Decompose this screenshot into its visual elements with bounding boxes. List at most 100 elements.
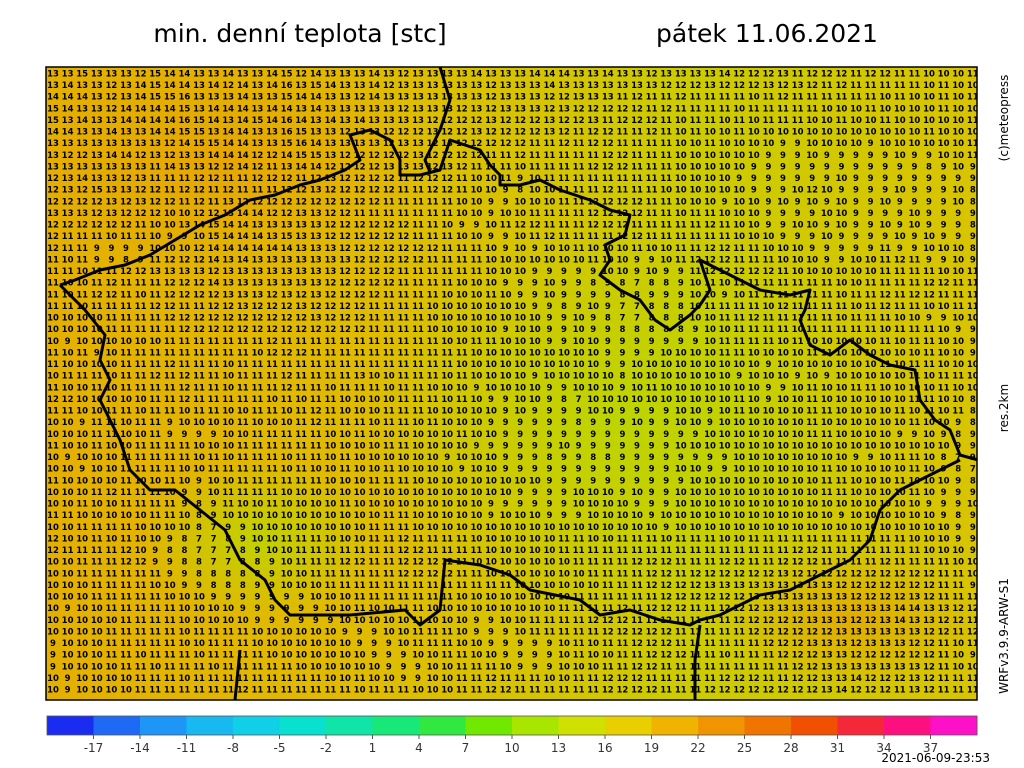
grid-value: 12 — [222, 81, 234, 91]
grid-value: 12 — [908, 651, 920, 661]
grid-value: 10 — [456, 418, 468, 428]
colorbar-tick-label: 4 — [415, 741, 423, 755]
grid-value: 10 — [76, 383, 88, 393]
grid-value: 12 — [806, 81, 818, 91]
grid-value: 13 — [208, 70, 220, 80]
grid-value: 11 — [879, 81, 891, 91]
grid-value: 10 — [514, 302, 526, 312]
grid-value: 10 — [149, 662, 161, 672]
grid-value: 9 — [955, 232, 961, 242]
grid-value: 13 — [339, 104, 351, 114]
grid-value: 9 — [765, 221, 771, 231]
grid-value: 11 — [91, 546, 103, 556]
grid-value: 11 — [251, 383, 263, 393]
grid-value: 11 — [456, 581, 468, 591]
grid-value: 12 — [733, 569, 745, 579]
grid-value: 9 — [65, 604, 71, 614]
grid-value: 12 — [733, 616, 745, 626]
grid-value: 12 — [354, 244, 366, 254]
grid-value: 10 — [485, 546, 497, 556]
grid-value: 9 — [152, 546, 158, 556]
grid-value: 10 — [587, 395, 599, 405]
grid-value: 11 — [835, 302, 847, 312]
grid-value: 12 — [806, 662, 818, 672]
grid-value: 10 — [821, 441, 833, 451]
grid-value: 10 — [879, 523, 891, 533]
grid-value: 10 — [368, 674, 380, 684]
grid-value: 12 — [485, 104, 497, 114]
grid-value: 9 — [459, 465, 465, 475]
grid-value: 10 — [514, 581, 526, 591]
grid-value: 10 — [470, 639, 482, 649]
grid-value: 10 — [324, 383, 336, 393]
grid-value: 10 — [952, 104, 964, 114]
grid-value: 12 — [295, 290, 307, 300]
grid-value: 13 — [324, 151, 336, 161]
grid-value: 12 — [850, 651, 862, 661]
grid-value: 10 — [62, 430, 74, 440]
grid-value: 12 — [733, 70, 745, 80]
grid-value: 10 — [62, 441, 74, 451]
grid-value: 11 — [105, 546, 117, 556]
grid-value: 9 — [619, 488, 625, 498]
grid-value: 10 — [573, 255, 585, 265]
grid-value: 9 — [605, 360, 611, 370]
grid-value: 13 — [310, 116, 322, 126]
grid-value: 13 — [76, 162, 88, 172]
grid-value: 10 — [485, 383, 497, 393]
grid-value: 12 — [602, 128, 614, 138]
grid-value: 10 — [514, 232, 526, 242]
grid-value: 8 — [663, 279, 669, 289]
grid-value: 8 — [970, 395, 976, 405]
grid-value: 11 — [135, 569, 147, 579]
grid-value: 10 — [631, 383, 643, 393]
grid-value: 12 — [500, 116, 512, 126]
grid-value: 10 — [602, 267, 614, 277]
grid-value: 13 — [616, 70, 628, 80]
grid-value: 13 — [149, 139, 161, 149]
grid-value: 11 — [105, 430, 117, 440]
grid-value: 11 — [762, 104, 774, 114]
grid-value: 10 — [164, 581, 176, 591]
grid-value: 13 — [208, 93, 220, 103]
grid-value: 10 — [529, 186, 541, 196]
grid-value: 12 — [251, 151, 263, 161]
grid-value: 13 — [193, 267, 205, 277]
grid-value: 10 — [529, 360, 541, 370]
grid-value: 11 — [573, 151, 585, 161]
grid-value: 10 — [821, 337, 833, 347]
grid-value: 10 — [324, 523, 336, 533]
grid-value: 12 — [792, 686, 804, 696]
grid-value: 12 — [62, 221, 74, 231]
grid-value: 9 — [532, 488, 538, 498]
grid-value: 11 — [865, 558, 877, 568]
grid-value: 12 — [178, 383, 190, 393]
grid-value: 10 — [835, 500, 847, 510]
grid-value: 12 — [777, 651, 789, 661]
grid-value: 9 — [79, 418, 85, 428]
grid-value: 13 — [704, 70, 716, 80]
map-frame — [45, 66, 978, 701]
grid-value: 11 — [397, 395, 409, 405]
grid-value: 10 — [806, 197, 818, 207]
grid-value: 10 — [456, 604, 468, 614]
grid-value: 10 — [120, 418, 132, 428]
grid-value: 9 — [649, 488, 655, 498]
grid-value: 12 — [602, 674, 614, 684]
grid-value: 10 — [310, 465, 322, 475]
grid-value: 12 — [324, 209, 336, 219]
grid-value: 13 — [529, 81, 541, 91]
grid-value: 10 — [485, 465, 497, 475]
grid-value: 10 — [91, 651, 103, 661]
grid-value: 12 — [339, 186, 351, 196]
grid-value: 13 — [222, 93, 234, 103]
grid-value: 10 — [208, 418, 220, 428]
grid-value: 7 — [211, 558, 217, 568]
grid-value: 10 — [646, 523, 658, 533]
colorbar-segment — [47, 716, 94, 735]
grid-value: 10 — [208, 441, 220, 451]
grid-value: 12 — [631, 558, 643, 568]
grid-value: 10 — [91, 500, 103, 510]
grid-value: 9 — [868, 174, 874, 184]
grid-value: 8 — [678, 325, 684, 335]
